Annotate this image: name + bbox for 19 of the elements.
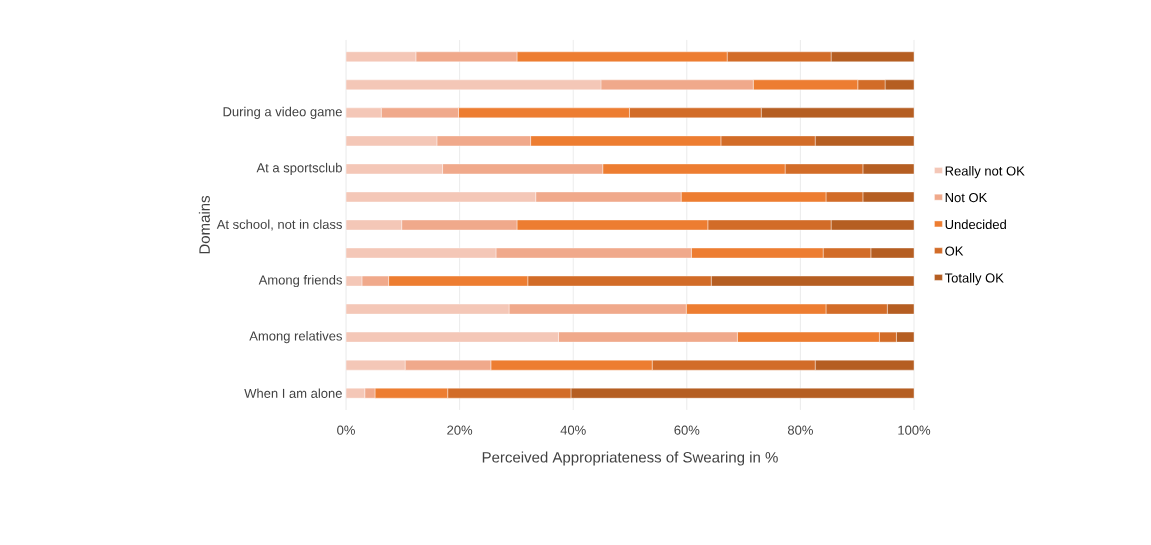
- x-tick-label: 80%: [787, 425, 813, 435]
- y-tick-label: When I am alone: [244, 388, 342, 398]
- y-tick-label: Among relatives: [249, 331, 342, 344]
- legend-label: Really not OK: [945, 166, 1025, 179]
- y-tick-label: At a sportsclub: [256, 162, 342, 175]
- y-tick-label: At school, not in class: [216, 219, 342, 231]
- y-tick-label: Among friends: [258, 274, 342, 288]
- x-tick-label: 100%: [898, 425, 931, 435]
- x-tick-label: 40%: [560, 425, 586, 435]
- y-tick-label: During a video game: [223, 106, 342, 119]
- legend-label: Not OK: [945, 192, 988, 203]
- legend-label: Totally OK: [944, 273, 1004, 286]
- legend-label: OK: [945, 246, 964, 256]
- x-axis-title: Perceived Appropriateness of Swearing in %: [482, 451, 778, 466]
- x-tick-label: 60%: [674, 425, 700, 435]
- x-tick-label: 0%: [337, 425, 355, 435]
- y-axis-title: Domains: [198, 195, 210, 254]
- x-tick-label: 20%: [447, 425, 473, 435]
- legend-label: Undecided: [945, 219, 1006, 230]
